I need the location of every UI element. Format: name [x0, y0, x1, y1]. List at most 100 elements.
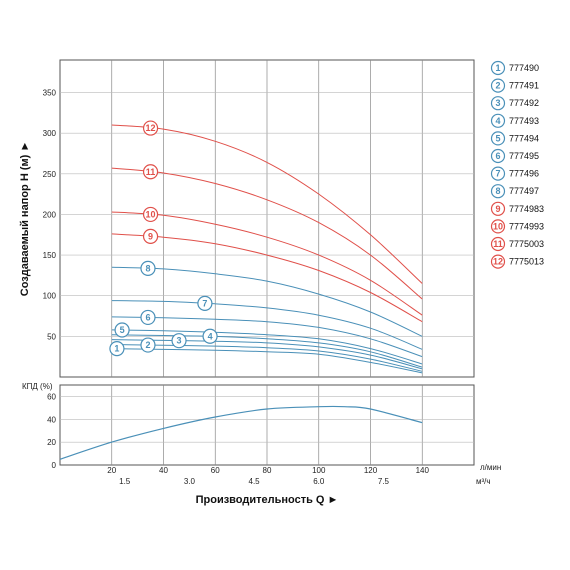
- legend-marker-10: [490, 219, 506, 234]
- head-curve-6: [111, 316, 423, 358]
- head-y-tick-label: 100: [43, 292, 57, 301]
- x-tick-label-lmin: 140: [416, 466, 430, 475]
- legend-marker-label-9: 9: [495, 204, 500, 214]
- legend-marker-label-5: 5: [495, 133, 500, 143]
- curve-marker-9: [142, 228, 159, 244]
- x-tick-label-lmin: 80: [263, 466, 272, 475]
- curve-marker-7: [197, 295, 213, 311]
- curve-marker-label-11: 11: [146, 167, 156, 177]
- x-tick-label-m3h: 3.0: [184, 477, 196, 486]
- legend-marker-label-11: 11: [493, 239, 503, 249]
- curve-marker-label-6: 6: [145, 312, 150, 322]
- head-curve-9: [111, 233, 423, 323]
- curve-marker-2: [140, 337, 156, 353]
- head-curve-4: [111, 334, 423, 368]
- head-y-tick-label: 200: [43, 210, 57, 219]
- legend-entry-12: 7775013: [509, 257, 544, 267]
- legend-marker-label-4: 4: [495, 116, 500, 126]
- curve-marker-11: [142, 164, 159, 180]
- legend-marker-12: [490, 254, 506, 269]
- head-curve-10: [111, 211, 423, 316]
- x-tick-label-lmin: 100: [312, 466, 326, 475]
- legend-marker-8: [490, 184, 506, 199]
- x-tick-label-m3h: 6.0: [313, 477, 325, 486]
- head-curve-7: [111, 300, 423, 350]
- legend-marker-11: [490, 236, 506, 252]
- legend-marker-label-2: 2: [495, 81, 500, 91]
- legend-marker-9: [490, 201, 506, 216]
- head-curve-1: [111, 348, 423, 374]
- x-tick-label-lmin: 60: [211, 466, 220, 475]
- curve-marker-label-3: 3: [177, 336, 182, 346]
- head-curve-5: [111, 329, 423, 365]
- x-tick-label-lmin: 120: [364, 466, 378, 475]
- legend-marker-label-10: 10: [493, 221, 503, 231]
- curve-marker-label-9: 9: [148, 231, 153, 241]
- legend-marker-4: [490, 113, 506, 128]
- legend-entry-5: 777494: [509, 133, 539, 143]
- curve-marker-6: [140, 309, 156, 326]
- efficiency-y-tick-label: 20: [47, 438, 56, 447]
- x-unit-m3h: м³/ч: [476, 477, 491, 486]
- x-axis-title: Производительность Q ►: [196, 494, 339, 506]
- curve-marker-label-1: 1: [114, 344, 119, 354]
- legend-marker-label-8: 8: [495, 186, 500, 196]
- legend-entry-8: 777497: [509, 186, 539, 196]
- legend-marker-7: [490, 166, 506, 181]
- curve-marker-10: [142, 206, 159, 223]
- head-y-tick-label: 50: [47, 332, 56, 341]
- curve-marker-8: [140, 260, 156, 277]
- legend-marker-6: [490, 148, 506, 164]
- legend-entry-4: 777493: [509, 116, 539, 126]
- head-y-tick-label: 150: [43, 251, 57, 260]
- legend-marker-label-1: 1: [495, 63, 500, 73]
- x-tick-label-m3h: 7.5: [378, 477, 390, 486]
- legend-marker-label-7: 7: [495, 169, 500, 179]
- legend-marker-label-12: 12: [493, 257, 503, 267]
- legend-entry-1: 777490: [509, 63, 539, 73]
- legend-entry-10: 7774993: [509, 221, 544, 231]
- head-y-axis-title: Создаваемый напор Н (м) ►: [19, 141, 31, 296]
- curve-marker-1: [109, 341, 125, 357]
- curve-marker-label-5: 5: [120, 325, 125, 335]
- legend-marker-label-6: 6: [495, 151, 500, 161]
- legend-marker-2: [490, 78, 506, 93]
- efficiency-y-tick-label: 0: [52, 461, 57, 470]
- head-curve-8: [111, 266, 423, 337]
- legend-entry-6: 777495: [509, 151, 539, 161]
- legend-entry-2: 777491: [509, 81, 539, 91]
- legend-marker-5: [490, 131, 506, 146]
- curve-marker-4: [202, 328, 218, 344]
- x-tick-label-lmin: 20: [107, 466, 116, 475]
- curve-marker-5: [114, 322, 130, 338]
- legend-marker-3: [490, 96, 506, 111]
- head-curve-3: [111, 339, 423, 370]
- head-y-tick-label: 300: [43, 129, 57, 138]
- curve-marker-label-7: 7: [202, 298, 207, 308]
- curve-marker-label-10: 10: [146, 209, 156, 219]
- efficiency-curve: [59, 405, 423, 460]
- x-unit-lmin: л/мин: [480, 463, 501, 472]
- x-tick-label-lmin: 40: [159, 466, 168, 475]
- curve-marker-label-12: 12: [146, 123, 156, 133]
- curve-marker-label-8: 8: [145, 263, 150, 273]
- x-tick-label-m3h: 1.5: [119, 477, 131, 486]
- curve-marker-label-4: 4: [208, 331, 213, 341]
- curve-marker-label-2: 2: [145, 340, 150, 350]
- head-y-tick-label: 350: [43, 89, 57, 98]
- curve-marker-12: [142, 120, 159, 136]
- legend-marker-label-3: 3: [495, 98, 500, 108]
- x-tick-label-m3h: 4.5: [249, 477, 261, 486]
- head-curve-12: [111, 124, 423, 284]
- head-curve-2: [111, 344, 423, 372]
- efficiency-y-axis-title: КПД (%): [22, 382, 53, 391]
- efficiency-y-tick-label: 60: [47, 392, 56, 401]
- legend-entry-3: 777492: [509, 98, 539, 108]
- legend-marker-1: [490, 60, 506, 76]
- head-curve-11: [111, 167, 423, 300]
- head-y-tick-label: 250: [43, 170, 57, 179]
- legend-entry-11: 7775003: [509, 239, 544, 249]
- curve-marker-3: [171, 333, 187, 349]
- legend-entry-9: 7774983: [509, 204, 544, 214]
